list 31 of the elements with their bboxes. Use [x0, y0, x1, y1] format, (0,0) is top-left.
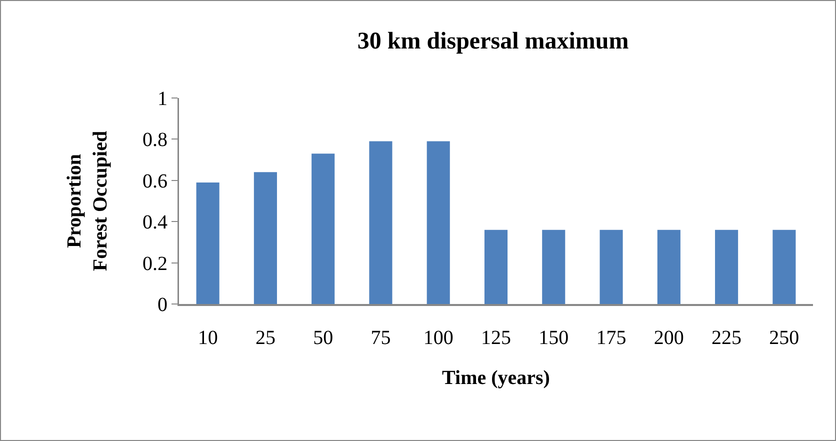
y-tick-label: 0.6	[142, 170, 168, 192]
bar	[312, 154, 335, 304]
x-tick-label: 175	[596, 327, 626, 349]
chart-title: 30 km dispersal maximum	[357, 28, 629, 55]
y-tick-label: 1	[158, 88, 168, 110]
x-tick-label: 150	[538, 327, 569, 349]
x-tick-label: 25	[255, 327, 276, 349]
x-axis-title: Time (years)	[442, 367, 550, 389]
bar	[772, 230, 796, 304]
x-tick-label: 10	[198, 327, 218, 349]
bar	[657, 230, 680, 304]
y-tick-label: 0.2	[142, 252, 168, 275]
x-tick-label: 100	[423, 327, 454, 349]
y-tick-label: 0.4	[142, 212, 168, 234]
x-tick-label: 250	[769, 327, 800, 349]
bar	[254, 172, 277, 304]
bar	[484, 230, 508, 304]
x-tick-label: 125	[481, 327, 511, 349]
x-tick-label: 225	[712, 327, 742, 349]
bar	[426, 141, 450, 304]
x-tick-label: 200	[654, 327, 684, 349]
bar	[542, 230, 566, 304]
bar	[369, 141, 392, 304]
y-tick-label: 0.8	[142, 129, 168, 152]
bar	[715, 230, 738, 304]
bar	[196, 182, 220, 304]
x-tick-label: 50	[313, 327, 334, 349]
y-tick-label: 0	[158, 294, 168, 316]
y-axis-title: Proportion Forest Occupied	[63, 130, 112, 272]
bar	[600, 230, 623, 304]
x-tick-label: 75	[370, 327, 391, 349]
